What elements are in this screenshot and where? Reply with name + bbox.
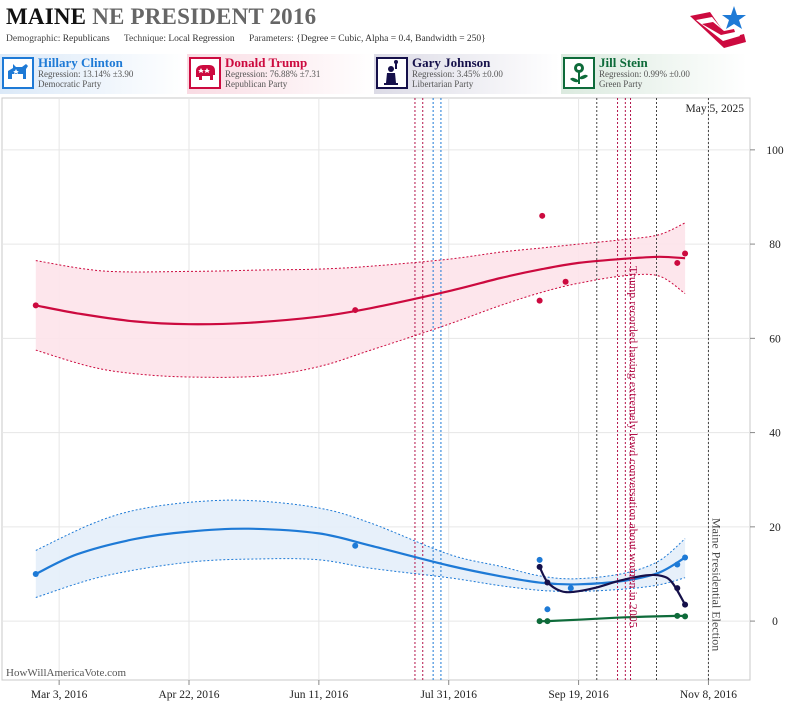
legend-regression-clinton: Regression: 13.14% ±3.90 xyxy=(38,69,134,79)
jill-stein-poll-point xyxy=(674,612,681,619)
y-tick-label: 40 xyxy=(769,428,781,440)
title-rest: NE PRESIDENT 2016 xyxy=(92,4,317,29)
hillary-clinton-lower-bound xyxy=(35,558,686,598)
donkey-icon xyxy=(2,57,34,89)
statue-of-liberty-icon xyxy=(376,57,408,89)
x-tick-label: Jun 11, 2016 xyxy=(290,689,349,701)
parameters-value: {Degree = Cubic, Alpha = 0.4, Bandwidth … xyxy=(296,34,486,44)
x-tick-label: Apr 22, 2016 xyxy=(158,689,219,701)
donald-trump-poll-point xyxy=(32,302,39,309)
chart-area: Mar 3, 2016 Apr 22, 2016 Jun 11, 2016 Jul 3… xyxy=(1,97,784,701)
gary-johnson-poll-point xyxy=(536,563,543,570)
donald-trump-poll-point xyxy=(539,212,546,219)
site-logo-icon[interactable] xyxy=(688,4,750,52)
candidate-legend: Hillary Clinton Regression: 13.14% ±3.90… xyxy=(0,54,789,94)
legend-party-trump: Republican Party xyxy=(225,79,288,89)
legend-party-johnson: Libertarian Party xyxy=(412,79,474,89)
axes: Mar 3, 2016 Apr 22, 2016 Jun 11, 2016 Jul 3… xyxy=(31,145,784,701)
x-tick-label: Jul 31, 2016 xyxy=(420,689,477,701)
legend-name-johnson: Gary Johnson xyxy=(412,55,491,70)
hillary-clinton-poll-point xyxy=(352,542,359,549)
y-tick-label: 100 xyxy=(766,145,784,157)
legend-party-clinton: Democratic Party xyxy=(38,79,102,89)
demographic-value: Republicans xyxy=(62,34,110,44)
donald-trump-poll-point xyxy=(674,259,681,266)
technique-value: Local Regression xyxy=(168,34,235,44)
gary-johnson-poll-point xyxy=(544,579,551,586)
legend-trump[interactable]: Donald Trump Regression: 76.88% ±7.31 Re… xyxy=(187,54,373,94)
jill-stein-poll-point xyxy=(536,618,543,625)
gary-johnson-poll-point xyxy=(682,601,689,608)
title-state: MAINE xyxy=(6,4,87,29)
y-tick-label: 20 xyxy=(769,522,781,534)
legend-name-stein: Jill Stein xyxy=(599,55,648,70)
chart-title: MAINE NE PRESIDENT 2016 xyxy=(6,4,316,30)
elephant-icon xyxy=(189,57,221,89)
legend-name-trump: Donald Trump xyxy=(225,55,308,70)
confidence-bands xyxy=(35,222,686,598)
annotations: Trump recorded having extremely lewd con… xyxy=(626,266,723,651)
donald-trump-poll-point xyxy=(562,278,569,285)
legend-regression-stein: Regression: 0.99% ±0.00 xyxy=(599,69,690,79)
rose-icon xyxy=(563,57,595,89)
date-stamp: May 5, 2025 xyxy=(686,103,745,115)
hillary-clinton-poll-point xyxy=(544,606,551,613)
jill-stein-poll-point xyxy=(682,613,689,620)
chart-header: MAINE NE PRESIDENT 2016 Demographic: Rep… xyxy=(0,0,789,52)
x-tick-label: Nov 8, 2016 xyxy=(680,689,737,701)
donald-trump-regression-line xyxy=(35,255,686,326)
y-tick-label: 60 xyxy=(769,333,781,345)
legend-regression-johnson: Regression: 3.45% ±0.00 xyxy=(412,69,503,79)
hillary-clinton-band xyxy=(35,500,686,598)
hillary-clinton-upper-bound xyxy=(35,499,686,580)
jill-stein-poll-point xyxy=(544,618,551,625)
gary-johnson-poll-point xyxy=(674,585,681,592)
x-tick-label: Sep 19, 2016 xyxy=(548,689,609,701)
y-tick-label: 0 xyxy=(772,616,778,628)
legend-regression-trump: Regression: 76.88% ±7.31 xyxy=(225,69,321,79)
legend-stein[interactable]: Jill Stein Regression: 0.99% ±0.00 Green… xyxy=(561,54,747,94)
technique-label: Technique: xyxy=(123,34,166,44)
poll-points xyxy=(32,212,689,625)
donald-trump-poll-point xyxy=(352,307,359,314)
gary-johnson-regression-line xyxy=(538,566,687,606)
hillary-clinton-poll-point xyxy=(682,554,689,561)
hillary-clinton-poll-point xyxy=(674,561,681,568)
watermark: HowWillAmericaVote.com xyxy=(6,667,126,679)
demographic-label: Demographic: xyxy=(6,34,61,44)
hillary-clinton-poll-point xyxy=(567,585,574,592)
y-tick-label: 80 xyxy=(769,239,781,251)
donald-trump-lower-bound xyxy=(35,273,686,378)
event-annotation: Trump recorded having extremely lewd con… xyxy=(626,266,640,628)
donald-trump-poll-point xyxy=(536,297,543,304)
legend-party-stein: Green Party xyxy=(599,79,643,89)
legend-clinton[interactable]: Hillary Clinton Regression: 13.14% ±3.90… xyxy=(0,54,186,94)
legend-johnson[interactable]: Gary Johnson Regression: 3.45% ±0.00 Lib… xyxy=(374,54,560,94)
hillary-clinton-poll-point xyxy=(536,556,543,563)
event-annotation: Maine Presidential Election xyxy=(709,518,723,651)
parameters-line: Demographic: Republicans Technique: Loca… xyxy=(6,34,486,44)
parameters-label: Parameters: xyxy=(248,34,294,44)
donald-trump-upper-bound xyxy=(35,222,686,273)
hillary-clinton-poll-point xyxy=(32,570,39,577)
donald-trump-poll-point xyxy=(682,250,689,257)
donald-trump-band xyxy=(35,222,686,378)
x-tick-label: Mar 3, 2016 xyxy=(31,689,88,701)
legend-name-clinton: Hillary Clinton xyxy=(38,55,123,70)
